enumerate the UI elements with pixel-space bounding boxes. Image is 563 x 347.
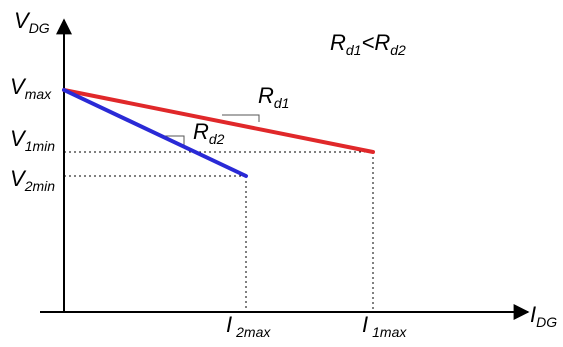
v1min-label: V1min — [10, 126, 55, 154]
rd2-slope-indicator — [163, 135, 185, 145]
y-axis-label: VDG — [14, 8, 50, 36]
i2max-label: I 2max — [226, 312, 271, 340]
rd2-label: Rd2 — [193, 119, 225, 147]
i1max-label: I 1max — [362, 312, 407, 340]
rd1-slope-indicator — [222, 114, 260, 122]
rd1-label: Rd1 — [258, 83, 289, 111]
rd1-droop-line — [62, 88, 375, 154]
resistance-relation: Rd1<Rd2 — [330, 30, 406, 58]
x-axis-label: IDG — [530, 302, 557, 330]
v2min-label: V2min — [10, 166, 55, 194]
rd2-droop-line — [62, 88, 248, 178]
vmax-label: Vmax — [10, 74, 52, 102]
